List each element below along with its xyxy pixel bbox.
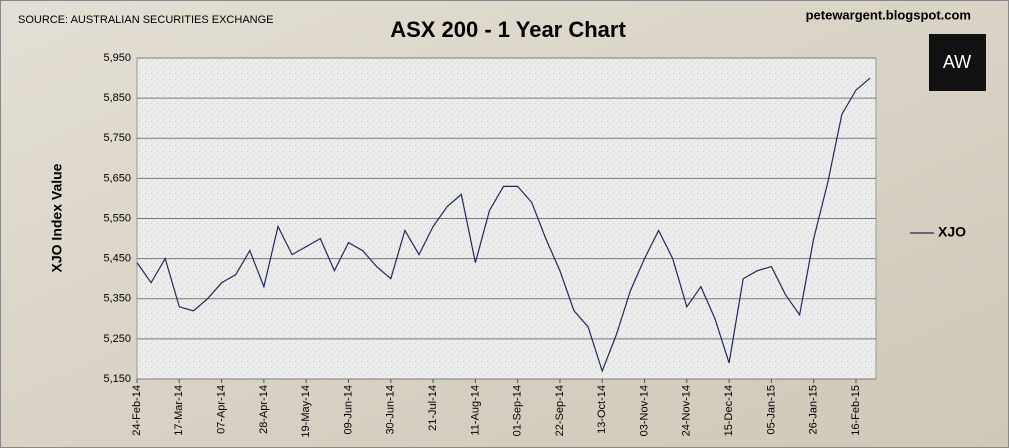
y-tick-label: 5,650: [103, 172, 131, 184]
data-line: [136, 77, 871, 373]
x-tick-label: 30-Jun-14: [385, 385, 397, 435]
x-tick-label: 17-Mar-14: [173, 385, 185, 436]
x-tick-label: 11-Aug-14: [469, 385, 481, 436]
y-tick-label: 5,450: [103, 253, 131, 265]
x-tick-label: 09-Jun-14: [342, 385, 354, 435]
y-axis-label: XJO Index Value: [49, 163, 65, 272]
x-tick-label: 24-Nov-14: [681, 385, 693, 436]
y-tick-label: 5,950: [103, 52, 131, 64]
y-tick-label: 5,850: [103, 92, 131, 104]
legend-label: XJO: [938, 224, 966, 240]
y-tick-label: 5,250: [103, 333, 131, 345]
logo: AW: [943, 52, 971, 72]
logo-box: [929, 34, 986, 91]
x-tick-label: 24-Feb-14: [131, 385, 143, 436]
x-tick-label: 03-Nov-14: [638, 385, 650, 436]
y-tick-label: 5,750: [103, 132, 131, 144]
x-tick-label: 26-Jan-15: [808, 385, 820, 435]
x-tick-label: 01-Sep-14: [512, 385, 524, 436]
x-tick-label: 13-Oct-14: [596, 385, 608, 434]
y-tick-label: 5,150: [103, 373, 131, 385]
source-note: SOURCE: AUSTRALIAN SECURITIES EXCHANGE: [18, 14, 274, 26]
x-tick-label: 05-Jan-15: [765, 385, 777, 435]
x-tick-label: 19-May-14: [300, 385, 312, 438]
chart-title: ASX 200 - 1 Year Chart: [390, 17, 626, 42]
watermark: petewargent.blogspot.com: [806, 7, 971, 22]
y-tick-label: 5,350: [103, 293, 131, 305]
x-tick-label: 21-Jul-14: [427, 385, 439, 431]
y-tick-label: 5,550: [103, 212, 131, 224]
x-tick-label: 15-Dec-14: [723, 385, 735, 436]
x-tick-label: 28-Apr-14: [258, 385, 270, 434]
x-tick-label: 22-Sep-14: [554, 385, 566, 436]
x-tick-label: 07-Apr-14: [215, 385, 227, 434]
x-tick-label: 16-Feb-15: [850, 385, 862, 436]
